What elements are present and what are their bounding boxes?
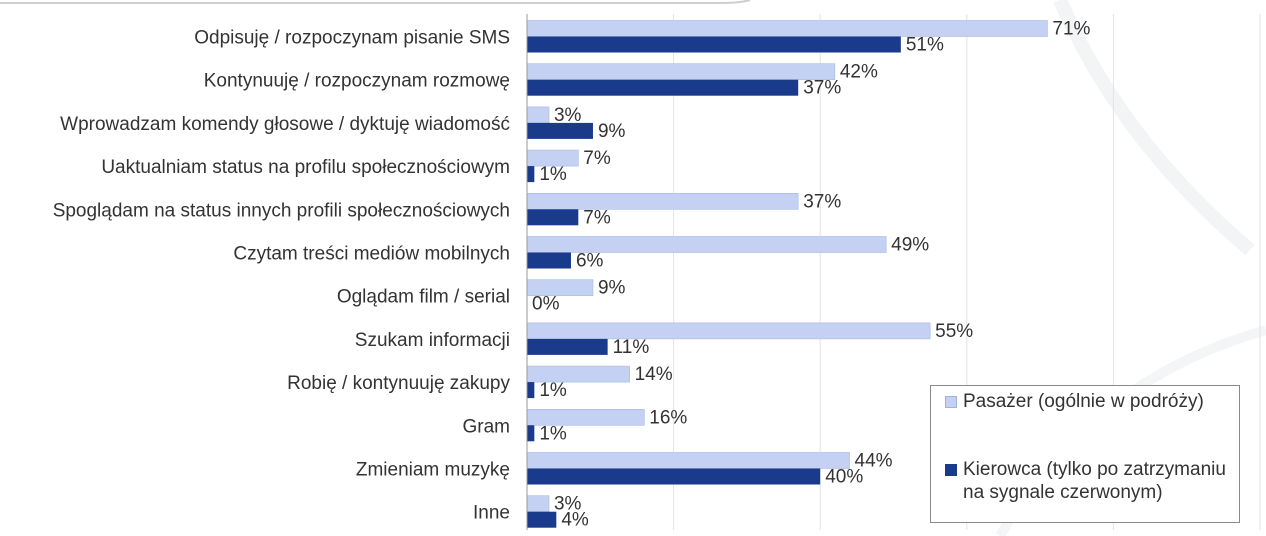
category-label: Odpisuję / rozpoczynam pisanie SMS bbox=[194, 28, 510, 49]
data-label-passenger: 42% bbox=[840, 62, 878, 83]
category-labels: Odpisuję / rozpoczynam pisanie SMS Kontyn… bbox=[53, 28, 511, 524]
data-labels: 71%51%42%37%3%9%7%1%37%7%49%6%9%0%55%11%… bbox=[532, 19, 1091, 531]
bar-passenger bbox=[526, 63, 836, 81]
legend-label-passenger: Pasażer (ogólnie w podróży) bbox=[963, 391, 1204, 412]
category-label: Spoglądam na status innych profili społe… bbox=[53, 200, 510, 221]
data-label-passenger: 7% bbox=[583, 148, 611, 169]
bar-passenger bbox=[526, 106, 550, 124]
category-label: Kontynuuję / rozpoczynam rozmowę bbox=[204, 71, 510, 92]
bar-driver bbox=[527, 209, 579, 226]
data-label-passenger: 44% bbox=[855, 451, 893, 472]
category-label: Wprowadzam komendy głosowe / dyktuję wia… bbox=[60, 114, 510, 135]
data-label-driver: 1% bbox=[539, 380, 567, 401]
bar-passenger bbox=[526, 193, 799, 210]
data-label-driver: 0% bbox=[532, 294, 560, 315]
bar-driver bbox=[527, 468, 821, 485]
bar-driver bbox=[527, 36, 901, 53]
data-label-passenger: 3% bbox=[554, 105, 582, 126]
data-label-passenger: 9% bbox=[598, 278, 626, 299]
data-label-driver: 9% bbox=[598, 121, 626, 142]
data-label-driver: 7% bbox=[583, 207, 611, 228]
category-label: Szukam informacji bbox=[355, 330, 510, 351]
data-label-passenger: 37% bbox=[803, 191, 841, 212]
data-label-driver: 1% bbox=[539, 423, 567, 444]
data-label-driver: 1% bbox=[539, 164, 567, 185]
category-label: Robię / kontynuuję zakupy bbox=[287, 373, 510, 394]
category-label: Zmieniam muzykę bbox=[356, 460, 510, 481]
bar-driver bbox=[527, 382, 535, 399]
data-label-passenger: 16% bbox=[649, 407, 687, 428]
bar-driver bbox=[527, 338, 608, 355]
data-label-driver: 4% bbox=[561, 510, 589, 531]
category-label: Gram bbox=[463, 416, 511, 437]
bar-driver bbox=[527, 122, 593, 139]
data-label-driver: 40% bbox=[825, 467, 863, 488]
data-label-driver: 11% bbox=[613, 337, 650, 358]
legend-swatch-driver bbox=[945, 464, 957, 476]
data-label-passenger: 71% bbox=[1052, 19, 1090, 40]
category-label: Inne bbox=[473, 503, 510, 524]
legend-label-driver: Kierowca (tylko po zatrzymaniu na sygnal… bbox=[963, 459, 1226, 503]
bar-driver bbox=[527, 511, 557, 528]
data-label-passenger: 3% bbox=[554, 494, 582, 515]
bars bbox=[526, 20, 1048, 528]
bar-passenger bbox=[526, 495, 550, 513]
gridlines bbox=[673, 14, 1261, 530]
bar-passenger bbox=[526, 322, 931, 340]
bar-driver bbox=[527, 166, 535, 183]
bar-driver bbox=[527, 425, 535, 442]
legend: Pasażer (ogólnie w podróży) Kierowca (ty… bbox=[930, 385, 1240, 523]
category-label: Uaktualniam status na profilu społecznoś… bbox=[101, 157, 510, 178]
bar-driver bbox=[527, 79, 799, 96]
category-label: Oglądam film / serial bbox=[337, 287, 510, 308]
bar-driver bbox=[527, 252, 571, 269]
data-label-passenger: 55% bbox=[935, 321, 973, 342]
legend-item-driver: Kierowca (tylko po zatrzymaniu na sygnal… bbox=[945, 458, 1233, 504]
legend-swatch-passenger bbox=[945, 396, 957, 408]
data-label-driver: 37% bbox=[803, 78, 841, 99]
data-label-driver: 6% bbox=[576, 251, 604, 272]
bar-passenger bbox=[526, 452, 850, 469]
legend-item-passenger: Pasażer (ogólnie w podróży) bbox=[945, 390, 1233, 413]
data-label-passenger: 14% bbox=[635, 364, 673, 385]
category-label: Czytam treści mediów mobilnych bbox=[233, 244, 510, 265]
data-label-passenger: 49% bbox=[891, 235, 929, 256]
data-label-driver: 51% bbox=[906, 35, 944, 56]
bar-passenger bbox=[526, 20, 1048, 37]
